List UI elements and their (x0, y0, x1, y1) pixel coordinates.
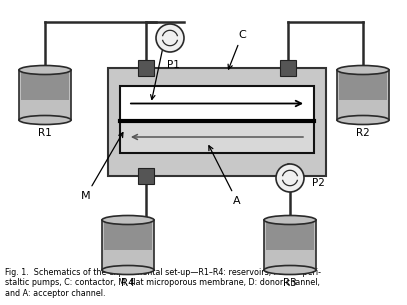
Bar (19, 70, 71, 120)
Bar (21, 72, 69, 99)
Bar (280, 60, 296, 76)
Bar (102, 220, 154, 270)
Ellipse shape (102, 216, 154, 224)
Ellipse shape (19, 66, 71, 74)
Bar (138, 168, 154, 184)
Text: P2: P2 (312, 178, 325, 188)
Text: P1: P1 (166, 60, 179, 70)
Ellipse shape (264, 216, 316, 224)
Bar (120, 121, 314, 153)
Text: M: M (81, 133, 123, 201)
Bar (104, 222, 152, 249)
Text: A: A (209, 146, 241, 206)
Text: R1: R1 (38, 128, 52, 138)
Bar (264, 220, 316, 270)
Bar (280, 168, 296, 184)
Text: D: D (151, 28, 170, 99)
Ellipse shape (19, 116, 71, 124)
Ellipse shape (264, 265, 316, 275)
Text: Fig. 1.  Schematics of the experimental set-up—R1–R4: reservoirs, P1–P2: peri-
s: Fig. 1. Schematics of the experimental s… (5, 268, 321, 298)
Text: R3: R3 (283, 278, 297, 288)
Bar (339, 72, 387, 99)
Ellipse shape (102, 265, 154, 275)
Bar (266, 222, 314, 249)
Bar (120, 86, 314, 121)
Ellipse shape (337, 66, 389, 74)
Circle shape (156, 24, 184, 52)
Bar (337, 70, 389, 120)
Text: R2: R2 (356, 128, 370, 138)
Text: R4: R4 (121, 278, 135, 288)
Bar (108, 68, 326, 176)
Circle shape (276, 164, 304, 192)
Ellipse shape (337, 116, 389, 124)
Bar (138, 60, 154, 76)
Text: C: C (228, 30, 246, 69)
